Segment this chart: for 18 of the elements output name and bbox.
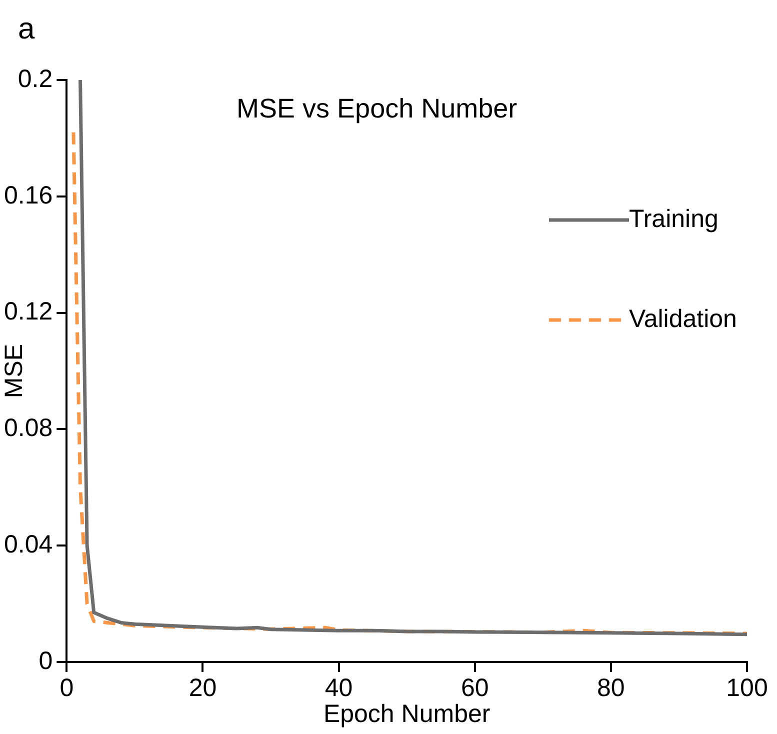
y-tick-label: 0.04	[4, 530, 53, 558]
text: a	[18, 12, 35, 46]
y-tick-label: 0.08	[4, 414, 53, 442]
x-axis-title: Epoch Number	[323, 700, 490, 728]
x-tick-label: 40	[324, 674, 353, 702]
legend-label: Training	[629, 204, 718, 233]
legend-label: Validation	[629, 304, 737, 333]
x-tick-label: 20	[188, 674, 217, 702]
y-tick-label: 0	[38, 646, 53, 675]
y-tick-label: 0.16	[4, 181, 53, 210]
x-tick-label: 80	[597, 674, 625, 702]
x-tick-label: 100	[726, 674, 768, 702]
text: MSE vs Epoch Number	[236, 93, 518, 124]
x-tick-label: 60	[460, 674, 489, 702]
y-axis-title: MSE	[0, 344, 28, 398]
y-tick-label: 0.2	[18, 64, 53, 93]
y-tick-label: 0.12	[4, 298, 53, 326]
x-tick-label: 0	[60, 674, 74, 702]
